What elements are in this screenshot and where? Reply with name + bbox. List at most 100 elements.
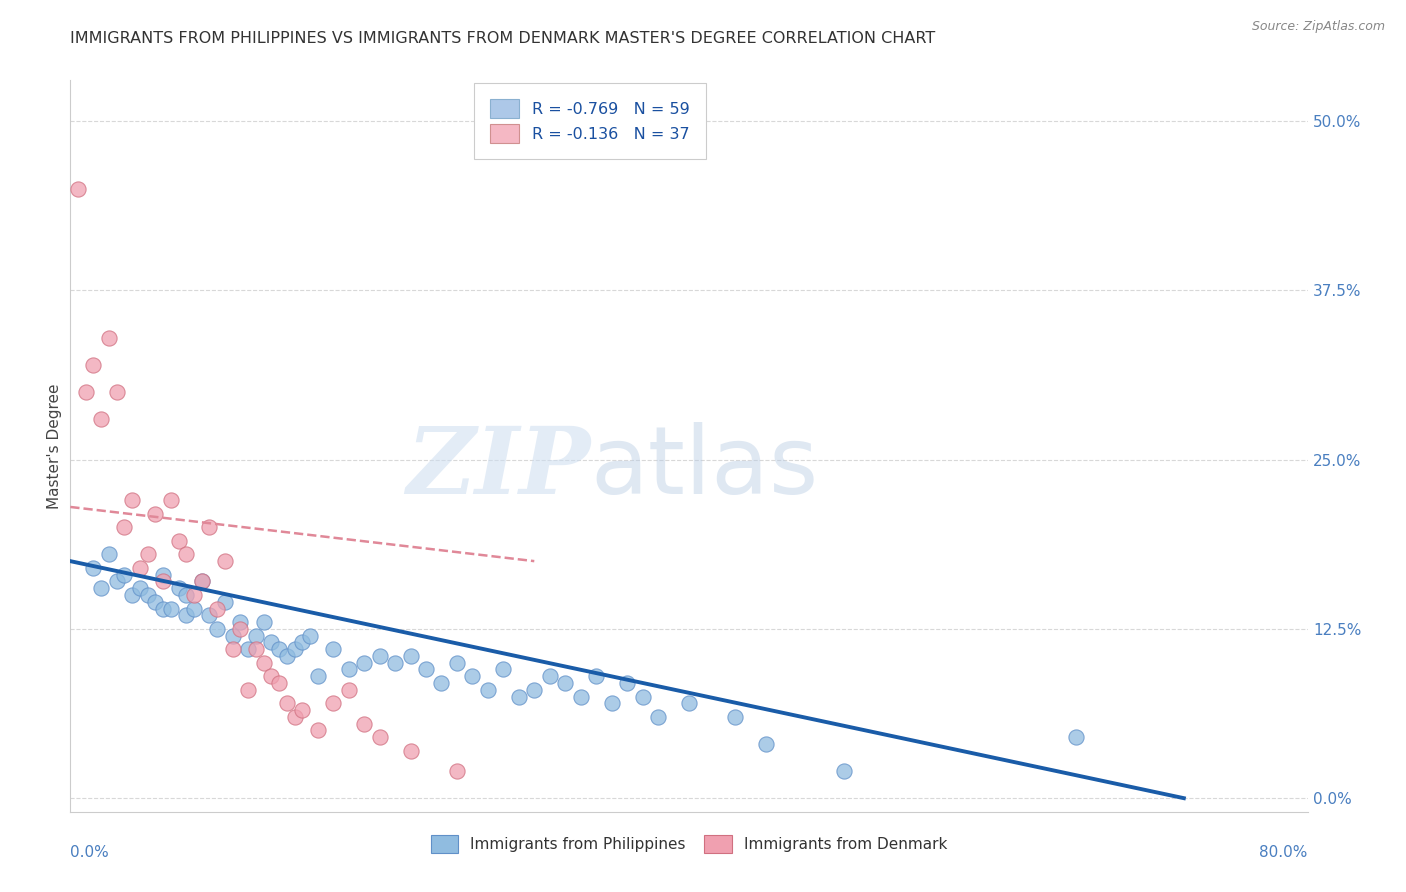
- Point: [245, 642, 267, 657]
- Point: [461, 669, 484, 683]
- Point: [229, 622, 252, 636]
- Point: [75, 384, 97, 399]
- Point: [82, 358, 105, 372]
- Point: [98, 547, 120, 561]
- Point: [90, 412, 112, 426]
- Point: [322, 697, 344, 711]
- Text: Source: ZipAtlas.com: Source: ZipAtlas.com: [1251, 20, 1385, 33]
- Point: [167, 533, 190, 548]
- Text: ZIP: ZIP: [406, 423, 591, 513]
- Point: [183, 588, 205, 602]
- Point: [82, 561, 105, 575]
- Point: [523, 682, 546, 697]
- Text: atlas: atlas: [591, 422, 818, 514]
- Point: [631, 690, 654, 704]
- Point: [198, 608, 221, 623]
- Point: [269, 642, 291, 657]
- Point: [67, 181, 90, 195]
- Point: [353, 656, 375, 670]
- Point: [291, 703, 314, 717]
- Point: [508, 690, 530, 704]
- Point: [198, 520, 221, 534]
- Point: [307, 669, 329, 683]
- Point: [105, 384, 128, 399]
- Point: [160, 493, 183, 508]
- Text: IMMIGRANTS FROM PHILIPPINES VS IMMIGRANTS FROM DENMARK MASTER'S DEGREE CORRELATI: IMMIGRANTS FROM PHILIPPINES VS IMMIGRANT…: [70, 31, 935, 46]
- Point: [183, 601, 205, 615]
- Point: [538, 669, 561, 683]
- Point: [415, 663, 437, 677]
- Point: [214, 595, 236, 609]
- Point: [129, 581, 152, 595]
- Point: [245, 629, 267, 643]
- Text: 80.0%: 80.0%: [1260, 845, 1308, 860]
- Text: 0.0%: 0.0%: [70, 845, 110, 860]
- Point: [554, 676, 576, 690]
- Point: [260, 635, 283, 649]
- Point: [647, 710, 669, 724]
- Point: [724, 710, 747, 724]
- Point: [229, 615, 252, 629]
- Point: [191, 574, 214, 589]
- Point: [492, 663, 515, 677]
- Point: [446, 764, 468, 778]
- Point: [291, 635, 314, 649]
- Point: [105, 574, 128, 589]
- Point: [207, 622, 229, 636]
- Point: [368, 730, 391, 744]
- Point: [160, 601, 183, 615]
- Point: [832, 764, 855, 778]
- Point: [368, 648, 391, 663]
- Point: [136, 547, 159, 561]
- Point: [136, 588, 159, 602]
- Point: [191, 574, 214, 589]
- Point: [152, 567, 174, 582]
- Point: [238, 682, 260, 697]
- Point: [399, 648, 422, 663]
- Point: [600, 697, 623, 711]
- Point: [145, 507, 167, 521]
- Point: [284, 710, 307, 724]
- Point: [253, 615, 276, 629]
- Point: [446, 656, 468, 670]
- Point: [114, 520, 135, 534]
- Point: [276, 648, 298, 663]
- Point: [678, 697, 700, 711]
- Point: [337, 663, 360, 677]
- Point: [616, 676, 638, 690]
- Point: [253, 656, 276, 670]
- Point: [176, 547, 198, 561]
- Point: [260, 669, 283, 683]
- Point: [207, 601, 229, 615]
- Point: [167, 581, 190, 595]
- Point: [430, 676, 453, 690]
- Point: [299, 629, 322, 643]
- Point: [284, 642, 307, 657]
- Point: [121, 588, 143, 602]
- Point: [98, 331, 120, 345]
- Point: [114, 567, 135, 582]
- Legend: Immigrants from Philippines, Immigrants from Denmark: Immigrants from Philippines, Immigrants …: [425, 829, 953, 859]
- Point: [755, 737, 778, 751]
- Point: [477, 682, 499, 697]
- Point: [145, 595, 167, 609]
- Point: [569, 690, 592, 704]
- Point: [337, 682, 360, 697]
- Point: [269, 676, 291, 690]
- Point: [353, 716, 375, 731]
- Y-axis label: Master's Degree: Master's Degree: [46, 384, 62, 508]
- Point: [152, 601, 174, 615]
- Point: [322, 642, 344, 657]
- Point: [1064, 730, 1087, 744]
- Point: [90, 581, 112, 595]
- Point: [222, 629, 245, 643]
- Point: [238, 642, 260, 657]
- Point: [214, 554, 236, 568]
- Point: [129, 561, 152, 575]
- Point: [152, 574, 174, 589]
- Point: [384, 656, 406, 670]
- Point: [276, 697, 298, 711]
- Point: [121, 493, 143, 508]
- Point: [307, 723, 329, 738]
- Point: [585, 669, 607, 683]
